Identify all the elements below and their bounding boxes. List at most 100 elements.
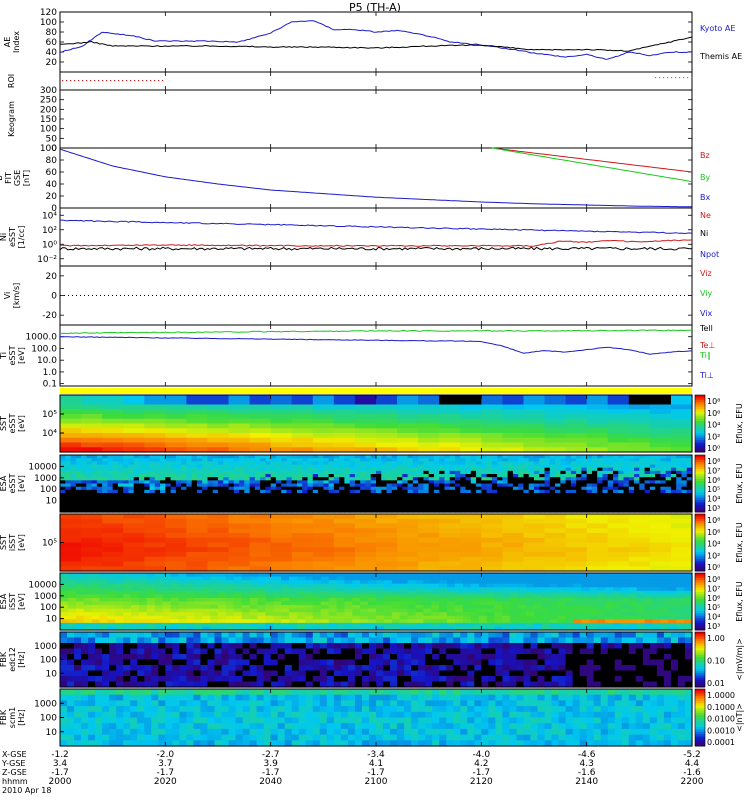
- spectrogram-cell: [502, 428, 525, 434]
- spectrogram-cell: [181, 470, 187, 475]
- spectrogram-cell: [172, 654, 180, 661]
- spectrogram-cell: [502, 486, 509, 491]
- spectrogram-cell: [613, 622, 622, 628]
- spectrogram-cell: [560, 458, 567, 462]
- spectrogram-cell: [75, 573, 85, 578]
- spectrogram-cell: [497, 467, 503, 472]
- spectrogram-cell: [502, 423, 525, 429]
- spectrogram-cell: [312, 637, 321, 644]
- spectrogram-cell: [354, 518, 377, 525]
- spectrogram-cell: [70, 508, 77, 513]
- spectrogram-cell: [360, 605, 369, 610]
- spectrogram-cell: [507, 499, 514, 504]
- spectrogram-cell: [576, 499, 582, 504]
- spectrogram-cell: [528, 455, 535, 459]
- spectrogram-cell: [433, 477, 440, 481]
- spectrogram-cell: [181, 489, 187, 494]
- spectrogram-cell: [497, 502, 503, 507]
- spectrogram-cell: [307, 499, 314, 504]
- spectrogram-cell: [486, 470, 493, 475]
- spectrogram-cell: [277, 648, 286, 655]
- spectrogram-cell: [123, 665, 131, 672]
- spectrogram-cell: [210, 594, 219, 599]
- spectrogram-cell: [202, 626, 211, 631]
- spectrogram-cell: [221, 676, 230, 683]
- spectrogram-cell: [286, 499, 293, 504]
- spectrogram-cell: [170, 508, 177, 513]
- spectrogram-cell: [107, 594, 116, 599]
- spectrogram-cell: [455, 612, 464, 617]
- spectrogram-cell: [323, 505, 330, 510]
- spectrogram-cell: [460, 428, 482, 434]
- spectrogram-cell: [281, 499, 288, 504]
- spectrogram-cell: [344, 483, 351, 488]
- spectrogram-cell: [214, 632, 223, 639]
- spectrogram-cell: [223, 505, 230, 510]
- spectrogram-cell: [549, 493, 556, 497]
- spectrogram-cell: [270, 665, 279, 672]
- spectrogram-cell: [112, 461, 119, 466]
- spectrogram-cell: [539, 480, 546, 485]
- spectrogram-cell: [376, 594, 385, 599]
- spectrogram-cell: [397, 474, 403, 478]
- spectrogram-cell: [681, 464, 688, 469]
- spectrogram-cell: [115, 594, 124, 599]
- spectrogram-cell: [207, 458, 214, 462]
- spectrogram-cell: [123, 518, 145, 525]
- spectrogram-cell: [676, 455, 683, 459]
- spectrogram-cell: [376, 395, 398, 401]
- spectrogram-cell: [402, 483, 409, 488]
- spectrogram-cell: [175, 467, 182, 472]
- spectrogram-cell: [534, 573, 543, 578]
- spectrogram-cell: [123, 612, 132, 617]
- spectrogram-cell: [297, 622, 306, 628]
- spectrogram-cell: [549, 594, 559, 599]
- spectrogram-cell: [507, 458, 514, 462]
- spectrogram-cell: [402, 489, 409, 494]
- spectrogram-cell: [112, 486, 119, 491]
- y-axis-label-line: GSE: [13, 170, 22, 186]
- spectrogram-cell: [312, 477, 319, 481]
- spectrogram-cell: [249, 537, 272, 544]
- spectrogram-cell: [210, 580, 219, 585]
- spectrogram-cell: [186, 518, 209, 525]
- spectrogram-cell: [60, 480, 66, 485]
- spectrogram-cell: [397, 502, 403, 507]
- spectrogram-cell: [305, 681, 314, 688]
- spectrogram-cell: [249, 654, 258, 661]
- spectrogram-cell: [241, 576, 251, 581]
- spectrogram-cell: [186, 583, 195, 588]
- spectrogram-cell: [652, 573, 661, 578]
- spectrogram-cell: [502, 502, 509, 507]
- spectrogram-cell: [196, 486, 203, 491]
- spectrogram-cell: [286, 455, 293, 459]
- spectrogram-cell: [573, 576, 582, 581]
- spectrogram-cell: [597, 489, 604, 494]
- spectrogram-cell: [534, 580, 543, 585]
- spectrogram-cell: [241, 590, 251, 595]
- spectrogram-cell: [123, 676, 131, 683]
- spectrogram-cell: [297, 464, 303, 469]
- spectrogram-cell: [534, 464, 540, 469]
- spectrogram-cell: [570, 464, 577, 469]
- spectrogram-cell: [60, 477, 66, 481]
- spectrogram-cell: [507, 467, 514, 472]
- spectrogram-cell: [433, 493, 440, 497]
- spectrogram-cell: [298, 659, 307, 666]
- spectrogram-cell: [491, 493, 498, 497]
- spectrogram-cell: [112, 474, 119, 478]
- spectrogram-cell: [218, 608, 227, 613]
- spectrogram-cell: [455, 489, 461, 494]
- spectrogram-cell: [589, 576, 598, 581]
- spectrogram-cell: [586, 470, 593, 475]
- spectrogram-cell: [581, 608, 590, 613]
- spectrogram-cell: [158, 648, 166, 655]
- spectrogram-cell: [460, 533, 482, 539]
- spectrogram-cell: [210, 576, 219, 581]
- spectrogram-cell: [652, 580, 661, 585]
- spectrogram-cell: [534, 576, 543, 581]
- spectrogram-cell: [270, 493, 277, 497]
- spectrogram-cell: [207, 523, 230, 529]
- spectrogram-cell: [439, 619, 448, 624]
- spectrogram-cell: [233, 608, 243, 613]
